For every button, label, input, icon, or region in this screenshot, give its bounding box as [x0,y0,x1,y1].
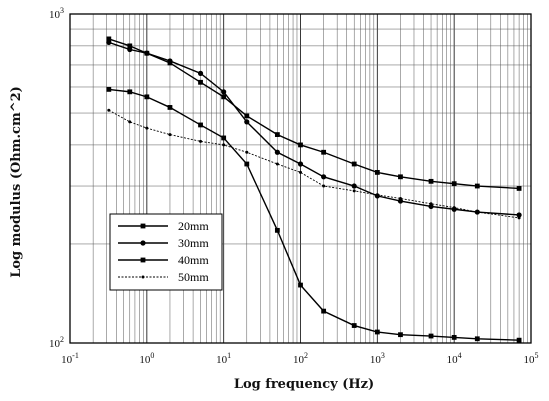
data-point [398,174,403,180]
data-point [428,203,434,210]
plot-frame [69,13,532,344]
y-tick-label: 103 [49,6,64,21]
data-point [351,323,357,328]
legend-label: 40mm [178,253,209,267]
data-point [397,198,404,204]
series-30mm [106,39,522,218]
data-point [374,170,380,175]
data-point [516,212,522,218]
y-tick-label: 102 [49,335,64,350]
data-point [321,149,327,155]
legend-marker [140,257,146,263]
series-50mm [107,108,521,220]
data-point [221,135,227,141]
data-point [274,132,280,137]
data-point [244,113,250,119]
x-tick-label: 10-1 [61,351,79,366]
data-point [351,183,357,189]
data-point [516,337,522,343]
legend: 20mm 30mm 40mm 50mm [109,213,223,291]
data-point [452,206,456,210]
data-point [128,120,132,124]
data-point [322,184,326,188]
data-point [352,189,356,193]
data-point [106,39,112,45]
data-point [475,210,479,214]
data-point [428,333,434,339]
data-point [398,196,402,200]
series-layer [106,36,522,343]
data-point [167,58,173,64]
data-point [299,170,302,174]
data-point [127,46,133,53]
data-point [198,79,203,85]
x-tick-label: 101 [216,351,231,366]
data-point [244,161,250,167]
data-point [429,202,433,206]
data-point [451,181,457,187]
data-point [106,86,112,92]
data-point [221,94,227,100]
data-point [274,227,280,233]
data-point [222,143,226,147]
data-point [398,332,403,338]
y-axis-title: Log modulus (Ohm.cm^2) [9,86,24,278]
data-point [274,149,280,155]
y-tick-labels: 102 103 [49,6,64,350]
x-axis-title: Log frequency (Hz) [234,377,374,392]
data-point [197,70,204,76]
legend-marker [141,275,145,279]
x-tick-label: 103 [370,351,385,366]
legend-label: 30mm [178,236,209,250]
data-point [374,329,380,335]
x-tick-label: 102 [293,351,308,366]
data-point [298,142,303,148]
legend-marker [140,223,146,229]
data-point [106,36,112,42]
data-point [244,119,250,125]
data-point [351,161,357,167]
data-point [275,162,279,166]
data-point [451,334,457,340]
data-point [144,94,150,100]
series-line [108,109,520,219]
data-point [474,336,480,342]
x-tick-label: 104 [447,351,462,366]
series-line [108,41,520,216]
data-point [428,178,434,184]
data-point [298,282,303,288]
series-40mm [106,86,522,343]
data-point [127,43,133,49]
legend-label: 20mm [178,219,209,233]
data-point [221,89,227,95]
data-point [517,216,521,220]
data-point [167,105,173,110]
x-tick-label: 105 [524,351,539,366]
data-point [297,161,304,167]
data-point [474,183,480,189]
data-point [145,126,149,130]
data-point [321,174,327,180]
data-point [198,122,203,128]
legend-label: 50mm [178,270,209,284]
data-point [199,139,203,143]
x-tick-labels: 10-1 100 101 102 103 104 105 [61,351,538,366]
data-point [107,108,111,112]
plot-grid [70,14,531,343]
data-point [168,133,172,137]
data-point [375,193,379,197]
data-point [144,50,150,56]
data-point [245,150,249,154]
data-point [321,308,327,314]
x-tick-label: 100 [139,351,154,366]
legend-marker [140,240,146,246]
data-point [516,186,522,191]
data-point [127,89,133,95]
